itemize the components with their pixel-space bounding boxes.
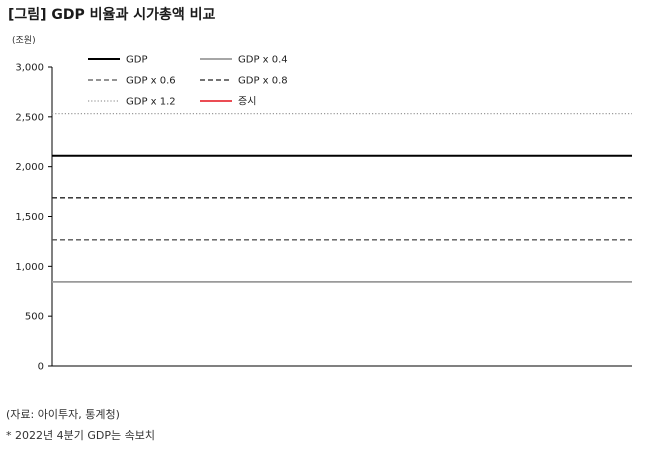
note-footnote: * 2022년 4분기 GDP는 속보치 <box>6 429 155 442</box>
y-tick-label: 0 <box>38 362 44 373</box>
legend-label: GDP x 0.4 <box>238 55 288 66</box>
legend-label: 증시 <box>238 96 256 108</box>
legend-label: GDP x 0.8 <box>238 76 288 87</box>
legend-label: GDP x 1.2 <box>126 97 176 108</box>
legend-label: GDP x 0.6 <box>126 76 176 87</box>
y-tick-label: 2,000 <box>15 162 44 173</box>
y-tick-label: 500 <box>25 312 44 323</box>
y-tick-label: 1,000 <box>15 262 44 273</box>
legend-label: GDP <box>126 55 147 66</box>
unit-label: (조원) <box>12 36 36 46</box>
y-tick-label: 2,500 <box>15 112 44 123</box>
y-tick-label: 1,500 <box>15 212 44 223</box>
source-footnote: (자료: 아이투자, 통계청) <box>6 408 120 421</box>
chart-title: [그림] GDP 비율과 시가총액 비교 <box>8 7 216 23</box>
y-tick-label: 3,000 <box>15 63 44 74</box>
